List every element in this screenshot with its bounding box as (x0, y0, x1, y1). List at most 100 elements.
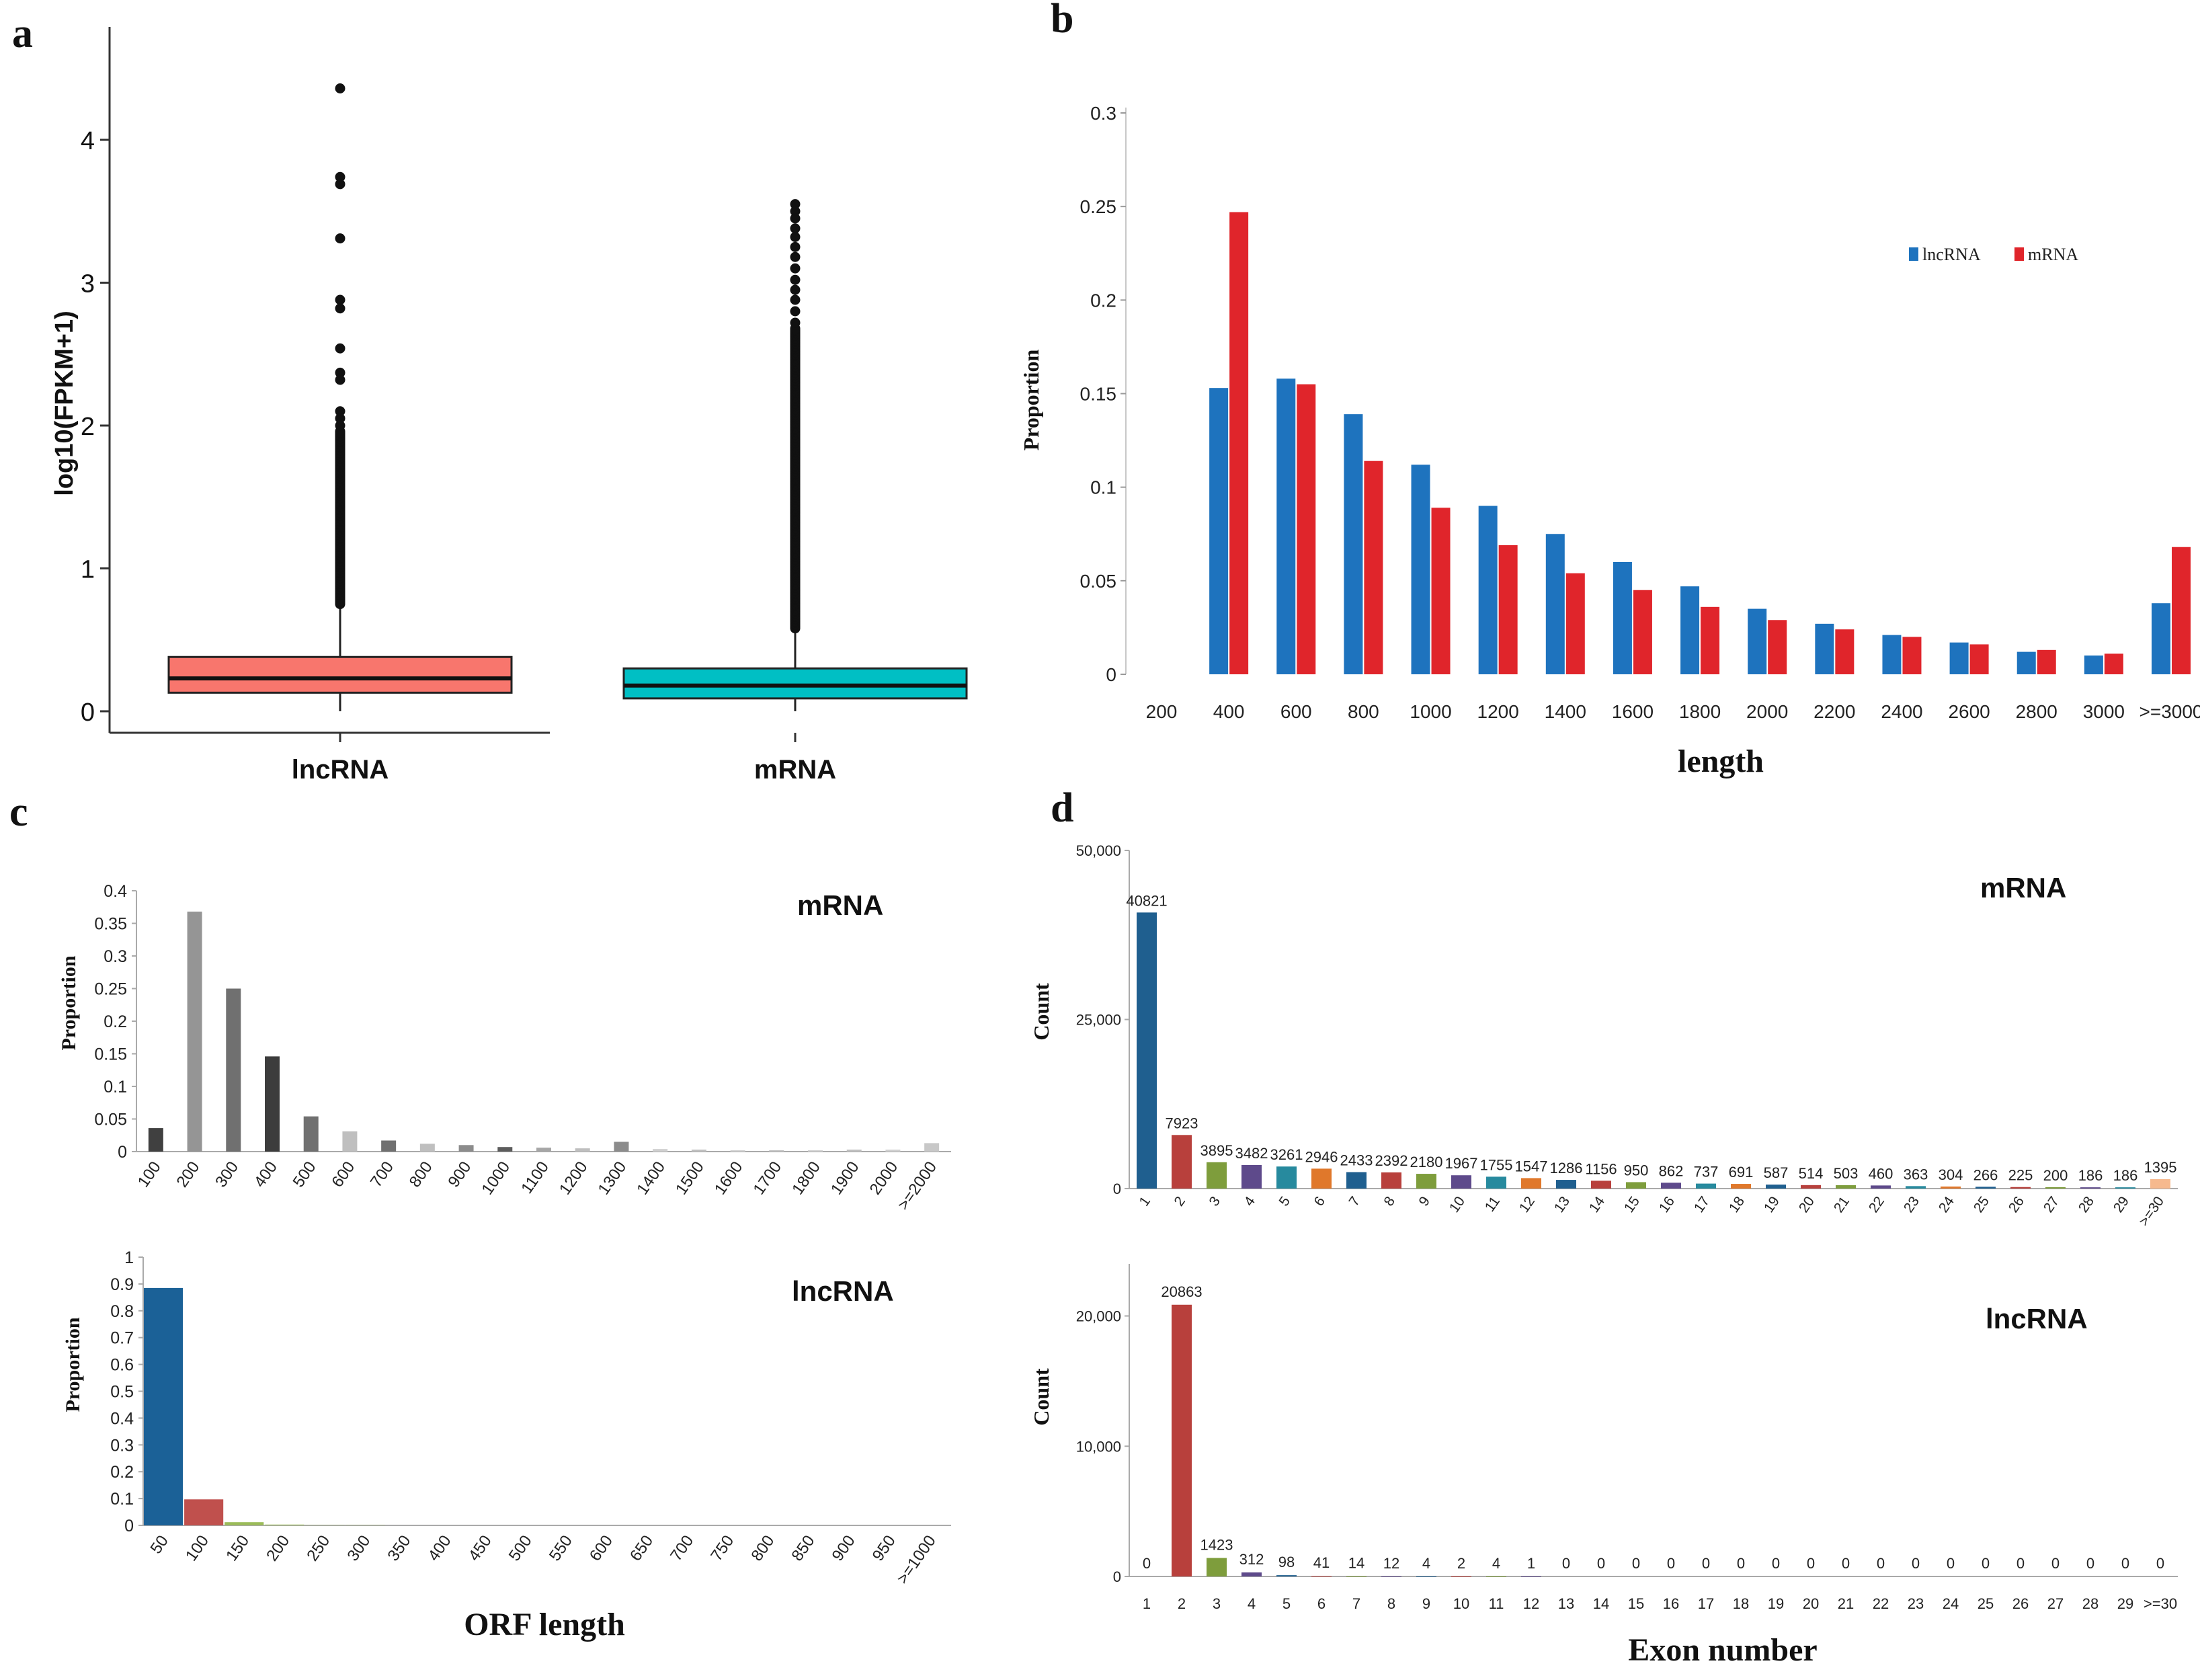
panel-d-mrna-xtick-label: 12 (1516, 1194, 1538, 1215)
panel-c-lncrna-xtick-label: 450 (465, 1532, 495, 1564)
bar-mrna (1701, 606, 1720, 674)
outlier-point (790, 223, 801, 234)
panel-d-lncrna-title: lncRNA (1986, 1303, 2088, 1334)
panel-d-lncrna-data-label: 1423 (1200, 1536, 1233, 1553)
panel-d-mrna-xtick-label: >=30 (2136, 1194, 2167, 1229)
panel-d-lncrna-xtick-label: 13 (1558, 1595, 1574, 1612)
panel-d-lncrna-data-label: 1 (1527, 1555, 1535, 1572)
panel-d-mrna-data-label: 363 (1904, 1166, 1928, 1183)
panel-b-ytick-label: 0.1 (1090, 477, 1116, 498)
panel-b-ylabel: Proportion (1019, 350, 1043, 451)
panel-d-mrna-data-label: 460 (1869, 1165, 1893, 1182)
bar-lncrna-orf (225, 1522, 264, 1525)
bar-mrna-exon (1626, 1182, 1646, 1189)
panel-d-lncrna-xtick-label: 15 (1628, 1595, 1644, 1612)
panel-c-lncrna-xtick-label: 900 (829, 1532, 859, 1564)
panel-b-legend: lncRNA mRNA (1909, 245, 2078, 264)
panel-d-mrna-xtick-label: 24 (1936, 1193, 1957, 1215)
bar-mrna-exon (1941, 1186, 1961, 1189)
panel-d-lncrna-xtick-label: 23 (1908, 1595, 1924, 1612)
panel-d-mrna-ylabel: Count (1029, 983, 1053, 1041)
outlier-point (790, 199, 801, 210)
panel-d-mrna-ytick-label: 50,000 (1076, 842, 1121, 859)
panel-d-mrna-xtick-label: 5 (1276, 1194, 1294, 1209)
bar-lncrna (1344, 414, 1363, 674)
panel-b-xtick-label: 2600 (1948, 701, 1990, 722)
outlier-point (335, 83, 345, 93)
box-mrna (622, 199, 968, 711)
bar-lncrna (1276, 378, 1296, 674)
panel-d-lncrna-data-label: 14 (1348, 1555, 1364, 1572)
panel-c-lncrna-xtick-label: 950 (869, 1532, 899, 1564)
panel-b-xtick-label: 1600 (1612, 701, 1654, 722)
bar-mrna (1431, 508, 1451, 674)
outlier-point (335, 406, 345, 417)
outlier-point (335, 343, 345, 354)
panel-d-lncrna-data-label: 0 (2086, 1555, 2094, 1572)
bar-lncrna-exon (1416, 1576, 1436, 1577)
panel-d-lncrna-xtick-label: 27 (2047, 1595, 2064, 1612)
panel-c-mrna-xtick-label: 1900 (827, 1158, 863, 1198)
bar-lncrna (2084, 655, 2103, 674)
panel-d-lncrna-xtick-label: 29 (2117, 1595, 2133, 1612)
bar-lncrna (1949, 642, 1969, 674)
bar-mrna-exon (1836, 1185, 1856, 1189)
bar-mrna-orf (226, 988, 241, 1152)
panel-a-ytick-label: 2 (81, 413, 95, 441)
panel-d-mrna-data-label: 1755 (1480, 1156, 1513, 1173)
panel-b-xtick-label: 1800 (1679, 701, 1721, 722)
bar-mrna-exon (1556, 1180, 1576, 1189)
panel-d-lncrna-xtick-label: 8 (1387, 1595, 1395, 1612)
panel-b-ytick-label: 0.25 (1080, 196, 1117, 217)
outlier-point (335, 420, 345, 431)
panel-d-mrna-data-label: 200 (2043, 1167, 2068, 1184)
panel-c-mrna-xtick-label: 1400 (633, 1158, 669, 1198)
panel-label-b: b (1051, 0, 1073, 42)
panel-c-mrna-xtick-label: 1800 (788, 1158, 824, 1198)
panel-c-lncrna-xtick-label: 150 (222, 1532, 253, 1564)
panel-d-lncrna-xtick-label: 18 (1733, 1595, 1749, 1612)
bar-mrna (1498, 545, 1518, 674)
legend-label-lncrna: lncRNA (1922, 245, 1981, 264)
panel-label-a: a (12, 11, 33, 56)
panel-d-lncrna-xtick-label: 4 (1248, 1595, 1256, 1612)
panel-b-xtick-label: 200 (1146, 701, 1178, 722)
box-body (622, 667, 968, 700)
panel-d-mrna-data-label: 225 (2008, 1167, 2033, 1184)
bar-mrna (1565, 573, 1585, 674)
panel-c-mrna-ytick-label: 0.15 (94, 1045, 127, 1064)
panel-c-lncrna-xtick-label: 400 (425, 1532, 455, 1564)
panel-c-mrna-xtick-label: >=2000 (894, 1158, 940, 1213)
outlier-point (790, 274, 801, 285)
bar-mrna-exon (2115, 1187, 2135, 1189)
bar-mrna-orf (187, 912, 202, 1152)
panel-d-lncrna-data-label: 312 (1239, 1551, 1264, 1568)
box-lncrna (167, 83, 513, 711)
outlier-point (335, 303, 345, 314)
panel-c-mrna-ytick-label: 0.4 (104, 882, 127, 901)
panel-label-c: c (9, 789, 28, 835)
panel-d-mrna-xtick-label: 14 (1586, 1193, 1608, 1215)
panel-d-mrna-data-label: 3482 (1235, 1145, 1268, 1162)
outlier-point (335, 171, 345, 182)
panel-d-lncrna-data-label: 0 (2156, 1555, 2164, 1572)
panel-b-xtick-label: 2200 (1814, 701, 1855, 722)
panel-d-lncrna-data-label: 0 (1982, 1555, 1990, 1572)
bar-mrna (1835, 629, 1855, 674)
panel-d-lncrna-xtick-label: 14 (1593, 1595, 1609, 1612)
bar-mrna-exon (1696, 1183, 1716, 1189)
panel-c-lncrna-ytick-label: 0.6 (110, 1356, 134, 1375)
panel-d-lncrna-data-label: 4 (1492, 1555, 1500, 1572)
panel-a-ytick-label: 4 (81, 127, 95, 155)
bar-mrna-orf (497, 1147, 513, 1152)
panel-c-mrna-xtick-label: 900 (444, 1158, 475, 1191)
panel-c-lncrna-xtick-label: 50 (147, 1532, 172, 1557)
panel-c-mrna-ytick-label: 0.35 (94, 915, 127, 934)
panel-c-mrna-xtick-label: 200 (173, 1158, 203, 1191)
panel-c-lncrna-ylabel: Proportion (62, 1317, 84, 1412)
panel-b-xtick-label: 2400 (1881, 701, 1922, 722)
panel-d-mrna-data-label: 737 (1694, 1164, 1719, 1181)
bar-mrna-orf (342, 1131, 358, 1152)
bar-mrna-orf (730, 1150, 745, 1152)
panel-d-mrna-xtick-label: 25 (1971, 1194, 1992, 1215)
